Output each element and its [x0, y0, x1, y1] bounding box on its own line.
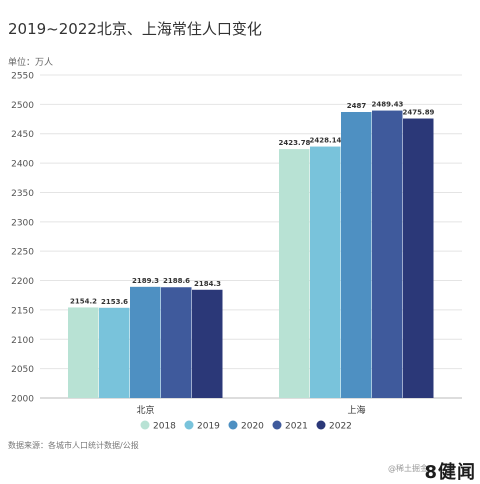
- chart-title: 2019~2022北京、上海常住人口变化: [8, 20, 262, 38]
- bar-2018: [68, 307, 99, 398]
- unit-label: 单位：万人: [8, 58, 54, 68]
- y-tick-label: 2500: [11, 101, 34, 111]
- legend-label: 2018: [153, 422, 176, 432]
- legend-marker-2021: [272, 420, 282, 430]
- legend-marker-2018: [140, 420, 150, 430]
- legend-label: 2022: [329, 422, 352, 432]
- y-tick-label: 2200: [11, 277, 34, 287]
- bar-value-label: 2153.6: [101, 298, 128, 306]
- bar-2022: [403, 118, 434, 399]
- legend-marker-2019: [184, 420, 194, 430]
- bar-2020: [341, 111, 372, 399]
- bar-value-label: 2428.14: [310, 137, 342, 145]
- bar-value-label: 2188.6: [163, 277, 190, 285]
- bar-value-label: 2489.43: [372, 101, 404, 109]
- bar-value-label: 2423.78: [279, 139, 311, 147]
- y-tick-label: 2250: [11, 248, 34, 258]
- legend-label: 2019: [197, 422, 220, 432]
- brand-logo: 8健闻: [424, 462, 476, 483]
- y-tick-label: 2300: [11, 218, 34, 228]
- y-tick-label: 2100: [11, 336, 34, 346]
- y-tick-label: 2000: [11, 395, 34, 405]
- legend-marker-2020: [228, 420, 238, 430]
- bar-2021: [372, 110, 403, 398]
- bar-value-label: 2154.2: [70, 297, 97, 305]
- bar-value-label: 2487: [347, 102, 367, 110]
- x-category-label: 上海: [347, 404, 365, 416]
- y-tick-label: 2450: [11, 130, 34, 140]
- bar-2022: [192, 289, 223, 398]
- y-tick-label: 2150: [11, 306, 34, 316]
- legend-label: 2021: [285, 422, 308, 432]
- x-category-label: 北京: [136, 404, 154, 416]
- bar-2018: [279, 149, 310, 398]
- bar-2019: [310, 146, 341, 398]
- bar-value-label: 2184.3: [194, 280, 221, 288]
- watermark-text: @稀土掘金: [388, 464, 428, 473]
- legend-label: 2020: [241, 422, 264, 432]
- y-tick-label: 2550: [11, 72, 34, 82]
- bar-2020: [130, 286, 161, 398]
- bar-chart: 2000 2050 2100 2150 2200 2250 2300 2350 2400 2450…: [11, 72, 462, 432]
- legend-marker-2022: [316, 420, 326, 430]
- bar-2021: [161, 287, 192, 398]
- y-tick-label: 2350: [11, 189, 34, 199]
- y-tick-label: 2050: [11, 365, 34, 375]
- data-source-note: 数据来源：各城市人口统计数据/公报: [8, 441, 139, 450]
- bar-2019: [99, 307, 130, 398]
- y-tick-label: 2400: [11, 160, 34, 170]
- bar-value-label: 2475.89: [403, 109, 435, 117]
- bar-value-label: 2189.3: [132, 277, 159, 285]
